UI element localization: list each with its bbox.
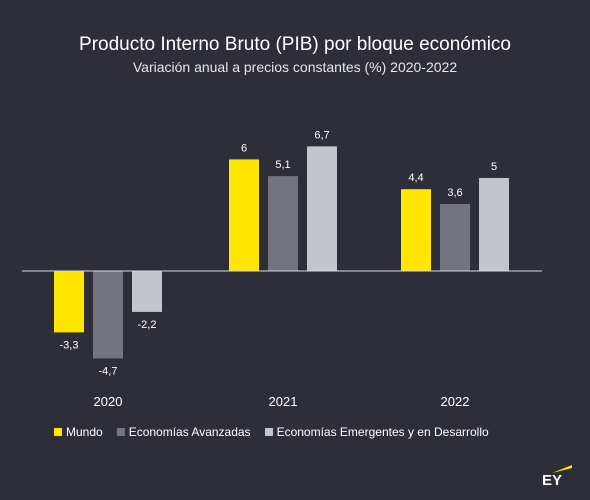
legend-item-2: Economías Avanzadas [116,425,251,439]
legend-label-1: Mundo [66,425,103,439]
value-label-2020-1: -3,3 [60,339,79,351]
bar-2021-2 [268,176,298,271]
legend-swatch-3 [264,428,273,436]
value-label-2021-3: 6,7 [314,129,329,141]
category-label-2022: 2022 [441,394,470,409]
bar-2020-1 [54,271,84,333]
category-label-2021: 2021 [269,394,298,409]
logo-text: EY [542,472,563,489]
bar-2022-2 [440,204,470,271]
value-label-2020-2: -4,7 [99,365,118,377]
bar-2020-3 [132,271,162,312]
ey-logo: EY [542,464,572,492]
logo-slash-icon [552,465,572,473]
value-label-2021-2: 5,1 [275,159,290,171]
value-label-2022-2: 3,6 [447,187,462,199]
legend-swatch-2 [116,428,125,436]
legend: Mundo Economías Avanzadas Economías Emerge… [54,424,503,440]
bars-group [54,146,509,359]
bar-2022-3 [479,178,509,271]
value-label-2021-1: 6 [241,142,247,154]
legend-swatch-1 [54,428,62,436]
value-label-2020-3: -2,2 [138,319,157,331]
labels-group: -3,3 -4,7 -2,2 2020 6 5,1 6,7 2021 4,4 3,6 5 2022 [60,129,498,409]
bar-2022-1 [401,189,431,271]
legend-label-2: Economías Avanzadas [128,425,251,439]
legend-item-1: Mundo [54,425,103,439]
bar-2020-2 [93,271,123,359]
chart-title: Producto Interno Bruto (PIB) por bloque … [79,34,511,55]
category-label-2020: 2020 [94,394,123,409]
chart-subtitle: Variación anual a precios constantes (%)… [132,59,458,75]
legend-label-3: Economías Emergentes y en Desarrollo [276,425,489,439]
value-label-2022-1: 4,4 [408,172,423,184]
value-label-2022-3: 5 [491,161,497,173]
legend-item-3: Economías Emergentes y en Desarrollo [264,425,489,439]
bar-2021-3 [307,146,337,271]
bar-2021-1 [229,159,259,271]
